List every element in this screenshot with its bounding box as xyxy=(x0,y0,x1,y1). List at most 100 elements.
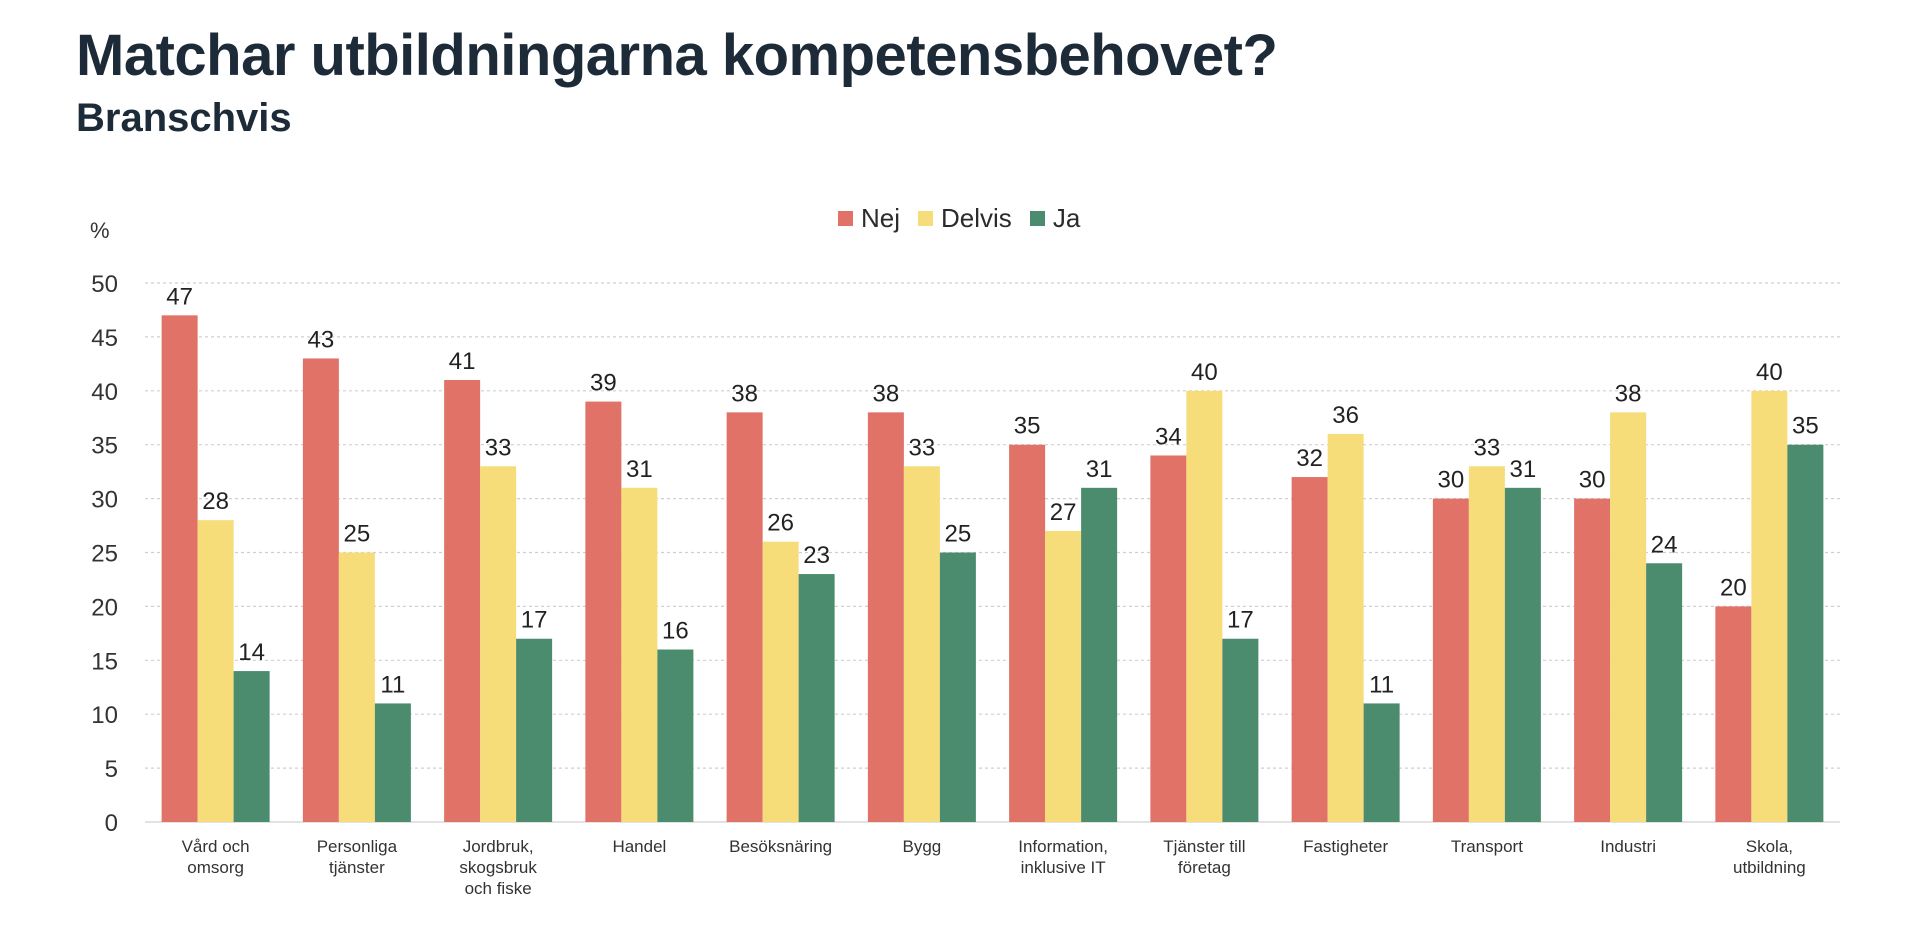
x-category-label: Industri xyxy=(1600,837,1656,856)
bar-delvis xyxy=(762,541,799,822)
legend-item-nej: Nej xyxy=(838,203,900,234)
data-label: 28 xyxy=(202,488,229,515)
legend-swatch-nej xyxy=(838,211,853,226)
y-tick-label: 45 xyxy=(91,325,118,352)
bar-ja xyxy=(939,552,976,822)
x-category-label: Skola, utbildning xyxy=(1733,837,1806,877)
data-label: 36 xyxy=(1332,402,1359,429)
bar-nej xyxy=(161,315,198,822)
bar-nej xyxy=(1574,498,1611,822)
data-label: 17 xyxy=(1227,607,1254,634)
data-label: 25 xyxy=(344,521,371,548)
x-category-label: Jordbruk, skogsbruk och fiske xyxy=(459,837,537,898)
x-category-label: Personliga tjänster xyxy=(317,837,398,877)
data-label: 38 xyxy=(1615,380,1642,407)
data-label: 38 xyxy=(873,380,900,407)
data-label: 20 xyxy=(1720,574,1747,601)
y-tick-label: 15 xyxy=(91,648,118,675)
bar-nej xyxy=(1715,606,1752,822)
data-label: 39 xyxy=(590,370,617,397)
legend-label-ja: Ja xyxy=(1052,203,1081,233)
bar-ja xyxy=(233,671,270,822)
bar-delvis xyxy=(1610,412,1647,822)
data-label: 38 xyxy=(731,380,758,407)
y-tick-label: 40 xyxy=(91,379,118,406)
data-label: 11 xyxy=(1369,671,1394,698)
bar-delvis xyxy=(1468,466,1505,822)
data-label: 33 xyxy=(1474,434,1501,461)
data-label: 32 xyxy=(1296,445,1323,472)
bar-nej xyxy=(726,412,763,822)
bar-ja xyxy=(1222,638,1259,822)
bar-nej xyxy=(867,412,904,822)
bar-nej xyxy=(585,401,622,822)
bar-delvis xyxy=(480,466,517,822)
x-category-label: Fastigheter xyxy=(1303,837,1388,856)
x-category-label-line: Fastigheter xyxy=(1303,837,1388,856)
chart-subtitle: Branschvis xyxy=(76,96,292,140)
legend-label-delvis: Delvis xyxy=(941,203,1012,233)
data-label: 14 xyxy=(238,639,265,666)
x-category-label-line: Skola, xyxy=(1746,837,1793,856)
bar-ja xyxy=(1081,487,1118,822)
legend-label-nej: Nej xyxy=(861,203,901,233)
bar-delvis xyxy=(621,487,658,822)
data-label: 43 xyxy=(308,326,335,353)
data-label: 31 xyxy=(1510,456,1537,483)
x-category-label-line: Industri xyxy=(1600,837,1656,856)
x-category-label-line: Vård och xyxy=(182,837,250,856)
x-category-label-line: Personliga xyxy=(317,837,398,856)
data-label: 30 xyxy=(1438,467,1465,494)
bar-ja xyxy=(516,638,553,822)
x-category-label: Bygg xyxy=(903,837,942,856)
bar-delvis xyxy=(1327,433,1364,822)
x-category-label-line: tjänster xyxy=(329,858,385,877)
bar-nej xyxy=(1432,498,1469,822)
y-tick-label: 0 xyxy=(105,810,118,837)
x-category-label: Transport xyxy=(1451,837,1523,856)
data-label: 41 xyxy=(449,348,476,375)
x-category-label-line: och fiske xyxy=(465,879,532,898)
x-category-label: Information, inklusive IT xyxy=(1018,837,1108,877)
x-category-label-line: Information, xyxy=(1018,837,1108,856)
legend-item-ja: Ja xyxy=(1029,203,1081,234)
bar-nej xyxy=(1291,477,1328,822)
x-category-label-line: företag xyxy=(1178,858,1231,877)
bar-nej xyxy=(302,358,339,822)
bar-ja xyxy=(798,574,835,822)
data-label: 31 xyxy=(1086,456,1113,483)
x-category-label-line: Handel xyxy=(612,837,666,856)
x-category-label-line: Besöksnäring xyxy=(729,837,832,856)
bar-nej xyxy=(1009,444,1046,822)
data-label: 35 xyxy=(1014,413,1041,440)
bar-delvis xyxy=(1186,390,1223,822)
data-label: 33 xyxy=(485,434,512,461)
data-label: 31 xyxy=(626,456,653,483)
x-category-label-line: Tjänster till xyxy=(1163,837,1245,856)
data-label: 40 xyxy=(1191,359,1218,386)
data-label: 27 xyxy=(1050,499,1077,526)
x-category-label: Vård och omsorg xyxy=(182,837,250,877)
y-tick-label: 5 xyxy=(105,756,118,783)
legend: Nej Delvis Ja xyxy=(838,203,1098,234)
data-label: 30 xyxy=(1579,467,1606,494)
data-label: 11 xyxy=(380,671,405,698)
data-label: 17 xyxy=(521,607,548,634)
bar-nej xyxy=(444,380,481,822)
bar-ja xyxy=(1646,563,1683,822)
bar-ja xyxy=(1504,487,1541,822)
data-label: 26 xyxy=(767,510,794,537)
bar-ja xyxy=(374,703,411,822)
x-category-label: Handel xyxy=(612,837,666,856)
bar-ja xyxy=(657,649,694,822)
bar-ja xyxy=(1363,703,1400,822)
bar-ja xyxy=(1787,444,1824,822)
y-tick-label: 25 xyxy=(91,541,118,568)
data-label: 24 xyxy=(1651,531,1678,558)
x-category-label-line: inklusive IT xyxy=(1021,858,1106,877)
legend-swatch-ja xyxy=(1029,211,1045,226)
bar-delvis xyxy=(1045,530,1082,822)
x-category-label-line: Transport xyxy=(1451,837,1523,856)
bar-delvis xyxy=(903,466,940,822)
legend-swatch-delvis xyxy=(918,211,934,226)
